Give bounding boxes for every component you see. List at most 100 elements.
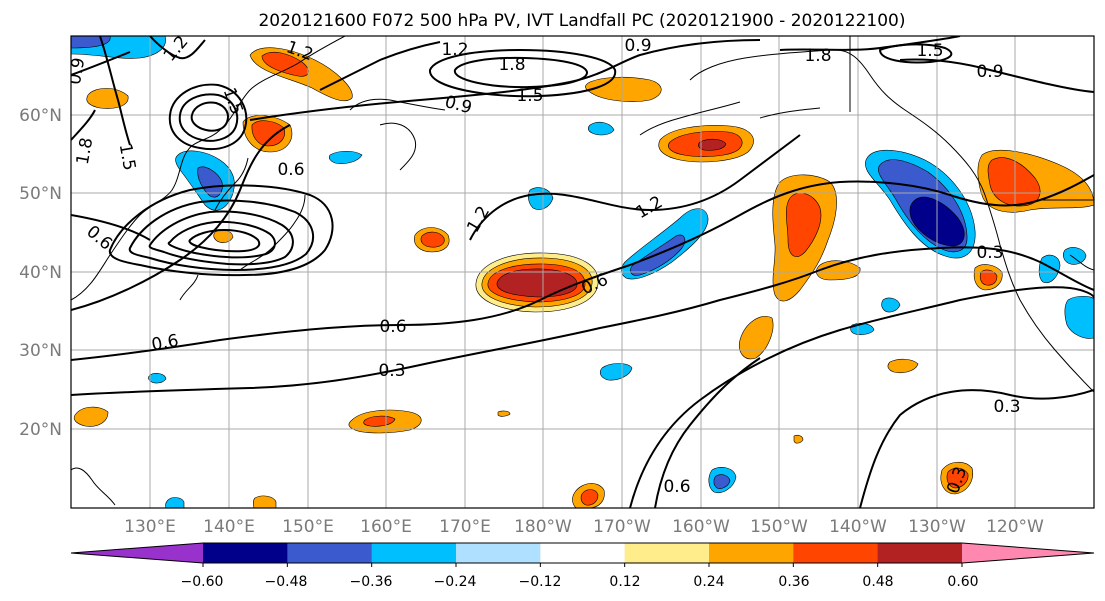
contour-line bbox=[899, 58, 1094, 93]
lon-tick: 130°E bbox=[124, 517, 176, 537]
contour-line bbox=[71, 214, 151, 241]
map-title: 2020121600 F072 500 hPa PV, IVT Landfall… bbox=[258, 11, 905, 31]
colorbar-extend-max bbox=[962, 543, 1094, 563]
shade-blob bbox=[165, 497, 185, 508]
shade-blob bbox=[251, 120, 285, 147]
colorbar-tick: −0.24 bbox=[434, 574, 477, 590]
shade-blob bbox=[887, 358, 919, 374]
map-frame bbox=[70, 35, 1095, 509]
shade-blob bbox=[946, 467, 969, 489]
contour-line bbox=[71, 51, 131, 76]
contour-line bbox=[469, 134, 801, 241]
contour-line bbox=[148, 210, 294, 266]
contour-line bbox=[453, 56, 588, 89]
lon-tick: 160°W bbox=[672, 517, 730, 537]
lon-tick: 130°W bbox=[908, 517, 966, 537]
colorbar-bin bbox=[203, 543, 288, 563]
colorbar-tick: −0.12 bbox=[519, 574, 562, 590]
lon-tick: 140°W bbox=[829, 517, 887, 537]
shade-blob bbox=[1064, 295, 1094, 339]
contour-line bbox=[149, 36, 206, 60]
shade-blob bbox=[816, 260, 861, 281]
shade-blob bbox=[73, 406, 109, 427]
lon-tick: 150°W bbox=[750, 517, 808, 537]
shade-blob bbox=[979, 269, 998, 286]
colorbar-bin bbox=[287, 543, 373, 563]
shade-blob bbox=[599, 363, 633, 381]
shade-blob bbox=[587, 121, 615, 136]
shade-blob bbox=[739, 316, 774, 360]
colorbar-bin bbox=[371, 543, 457, 563]
contour-line bbox=[108, 184, 334, 277]
lon-tick-labels: 130°E 140°E 150°E 160°E 170°E 180°W 170°… bbox=[124, 517, 1044, 537]
shade-blob bbox=[328, 150, 363, 164]
colorbar-tick: 0.48 bbox=[862, 574, 893, 590]
colorbar-tick-labels: −0.60 −0.48 −0.36 −0.24 −0.12 0.12 0.24 … bbox=[181, 574, 979, 590]
contour-line bbox=[168, 83, 248, 150]
shade-blob bbox=[148, 373, 167, 384]
shade-blob bbox=[497, 410, 511, 417]
colorbar-bin bbox=[793, 543, 879, 563]
lat-tick: 40°N bbox=[19, 263, 62, 283]
lon-tick: 170°W bbox=[593, 517, 651, 537]
contour-line bbox=[190, 101, 229, 132]
coastlines bbox=[71, 36, 1094, 506]
contour-label: 0.9 bbox=[65, 56, 89, 86]
colorbar bbox=[70, 542, 1095, 567]
contour-label: 1.2 bbox=[441, 40, 468, 60]
colorbar-tick: −0.48 bbox=[265, 574, 308, 590]
contour-line bbox=[878, 43, 953, 64]
contour-line bbox=[629, 286, 1094, 508]
contour-line bbox=[428, 48, 617, 98]
lat-tick: 20°N bbox=[19, 420, 62, 440]
contour-line bbox=[71, 124, 291, 311]
shade-blob bbox=[785, 192, 822, 257]
shade-blob bbox=[881, 297, 901, 313]
contour-label: 0.6 bbox=[277, 160, 304, 180]
shade-blob bbox=[420, 231, 445, 248]
shade-blob bbox=[698, 138, 727, 151]
colorbar-tick: −0.60 bbox=[181, 574, 224, 590]
colorbar-bin bbox=[624, 543, 710, 563]
colorbar-tick: 0.24 bbox=[693, 574, 724, 590]
contour-line bbox=[178, 93, 239, 142]
contour-label: 1.5 bbox=[516, 86, 543, 106]
contour-label: 0.9 bbox=[976, 62, 1003, 82]
shade-blob bbox=[213, 229, 234, 243]
contour-line bbox=[167, 220, 276, 259]
lon-tick: 160°E bbox=[360, 517, 412, 537]
shade-blob bbox=[713, 474, 731, 489]
lon-tick: 140°E bbox=[203, 517, 255, 537]
pv-contours bbox=[71, 36, 1094, 508]
map-content: 1.2 1.2 0.9 1.5 1.2 0.9 1.8 1.5 0.9 0.9 … bbox=[65, 36, 1094, 508]
shade-blob bbox=[580, 489, 599, 506]
contour-line bbox=[779, 36, 961, 51]
colorbar-tick: 0.36 bbox=[778, 574, 809, 590]
colorbar-bin bbox=[709, 543, 794, 563]
contour-label: 0.6 bbox=[150, 331, 180, 355]
contour-label: 0.3 bbox=[993, 397, 1020, 417]
lat-tick: 50°N bbox=[19, 184, 62, 204]
lon-tick: 150°E bbox=[282, 517, 334, 537]
colorbar-tick: −0.36 bbox=[350, 574, 393, 590]
contour-line bbox=[71, 246, 1094, 396]
contour-label: 0.6 bbox=[379, 317, 406, 337]
shade-blob bbox=[987, 157, 1041, 207]
contour-line bbox=[71, 174, 1094, 361]
contour-line bbox=[188, 228, 261, 253]
shade-blob bbox=[86, 88, 129, 109]
shade-blob bbox=[197, 166, 223, 198]
contour-label: 1.5 bbox=[916, 41, 943, 61]
shade-blob bbox=[1063, 247, 1087, 265]
contour-label: 0.9 bbox=[624, 36, 651, 56]
colorbar-tick: 0.12 bbox=[609, 574, 640, 590]
gridlines bbox=[71, 36, 1094, 508]
colorbar-bin bbox=[877, 543, 963, 563]
lon-tick: 170°E bbox=[439, 517, 491, 537]
contour-label: 0.3 bbox=[378, 361, 405, 381]
colorbar-bin bbox=[540, 543, 626, 563]
lat-tick-labels: 60°N 50°N 40°N 30°N 20°N bbox=[19, 106, 62, 440]
contour-line bbox=[319, 41, 441, 91]
shade-blob bbox=[496, 268, 578, 298]
